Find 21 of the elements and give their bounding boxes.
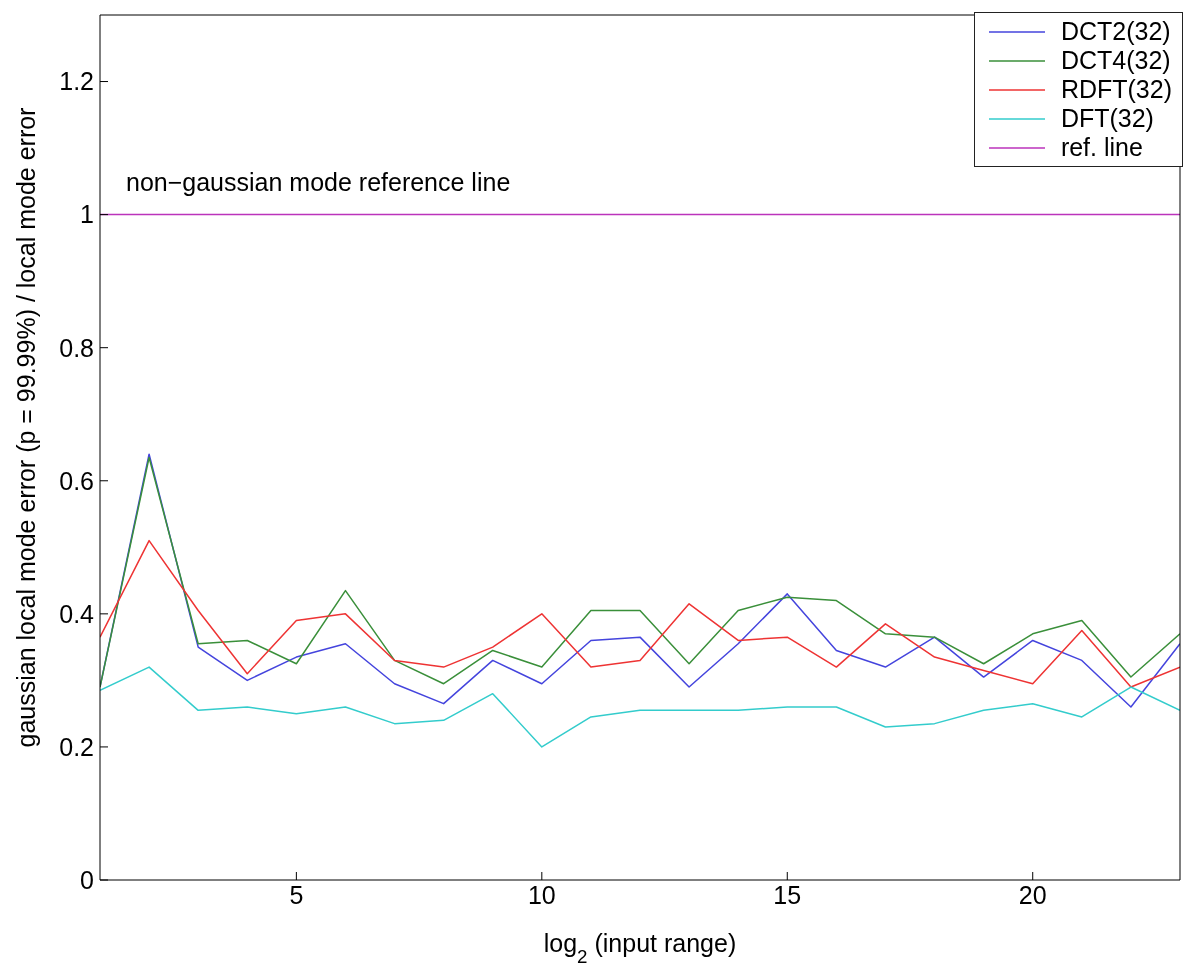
x-axis-title: log$_{2}$ (input range) — [543, 929, 737, 964]
legend-label: DCT4(32) — [1060, 46, 1171, 75]
y-tick-label: 0.2 — [59, 732, 94, 761]
x-tick-label: 5 — [289, 880, 304, 909]
y-tick-label: 0.4 — [59, 599, 95, 628]
legend-label: RDFT(32) — [1060, 75, 1172, 104]
x-tick-label: 10 — [527, 880, 556, 909]
line-series — [100, 666, 1180, 748]
legend-label: DCT2(32) — [1060, 17, 1171, 46]
y-tick-label: 1 — [80, 200, 94, 229]
y-tick-label: 0.6 — [59, 466, 94, 495]
line-series — [100, 539, 1180, 688]
legend-label: DFT(32) — [1060, 104, 1154, 133]
y-tick-label: 0.8 — [59, 333, 94, 362]
x-tick-label: 15 — [773, 880, 802, 909]
x-tick-label: 20 — [1018, 880, 1047, 909]
y-tick-label: 0 — [80, 865, 94, 894]
y-axis-title: gaussian local mode error (p = 99.99%) / local mode error — [11, 107, 40, 748]
legend-label: ref. line — [1060, 133, 1143, 162]
annotation: non−gaussian mode reference line — [126, 168, 511, 197]
y-tick-label: 1.2 — [59, 67, 94, 96]
